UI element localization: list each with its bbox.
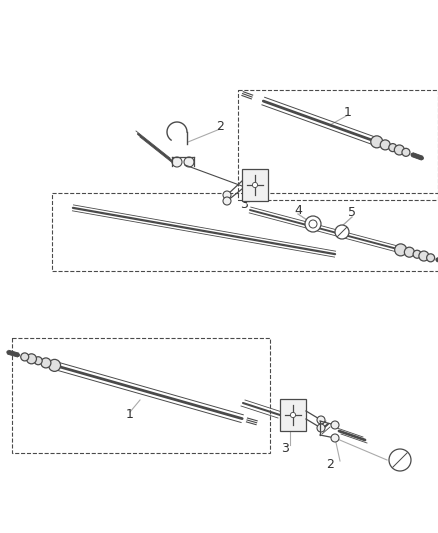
Circle shape	[223, 197, 231, 205]
Circle shape	[395, 244, 406, 256]
Circle shape	[252, 182, 258, 188]
Text: 5: 5	[348, 206, 356, 220]
Circle shape	[49, 359, 60, 372]
Circle shape	[34, 357, 42, 365]
Bar	[52, 193, 438, 271]
Circle shape	[26, 354, 36, 364]
Text: 3: 3	[281, 441, 289, 455]
Bar	[238, 90, 438, 200]
Circle shape	[371, 136, 383, 148]
Text: 4: 4	[294, 204, 302, 216]
Circle shape	[413, 250, 421, 258]
Circle shape	[317, 424, 325, 432]
Circle shape	[380, 140, 390, 150]
Text: 2: 2	[326, 458, 334, 472]
Bar	[12, 338, 270, 453]
Circle shape	[389, 449, 411, 471]
Circle shape	[309, 220, 317, 228]
Circle shape	[21, 353, 29, 361]
Circle shape	[184, 157, 194, 167]
Circle shape	[419, 251, 429, 261]
Text: 3: 3	[240, 198, 248, 212]
Circle shape	[41, 358, 51, 368]
Text: 1: 1	[126, 408, 134, 422]
Circle shape	[223, 191, 231, 199]
Circle shape	[331, 421, 339, 429]
Circle shape	[317, 416, 325, 424]
Circle shape	[389, 143, 397, 151]
Circle shape	[394, 145, 404, 155]
Text: 2: 2	[216, 119, 224, 133]
Circle shape	[427, 254, 434, 262]
Text: 1: 1	[344, 106, 352, 118]
Circle shape	[305, 216, 321, 232]
Circle shape	[402, 148, 410, 156]
Circle shape	[290, 413, 296, 417]
Bar	[280, 399, 306, 431]
Circle shape	[335, 225, 349, 239]
Circle shape	[404, 247, 414, 257]
Circle shape	[172, 157, 182, 167]
Bar	[242, 169, 268, 201]
Circle shape	[331, 434, 339, 442]
